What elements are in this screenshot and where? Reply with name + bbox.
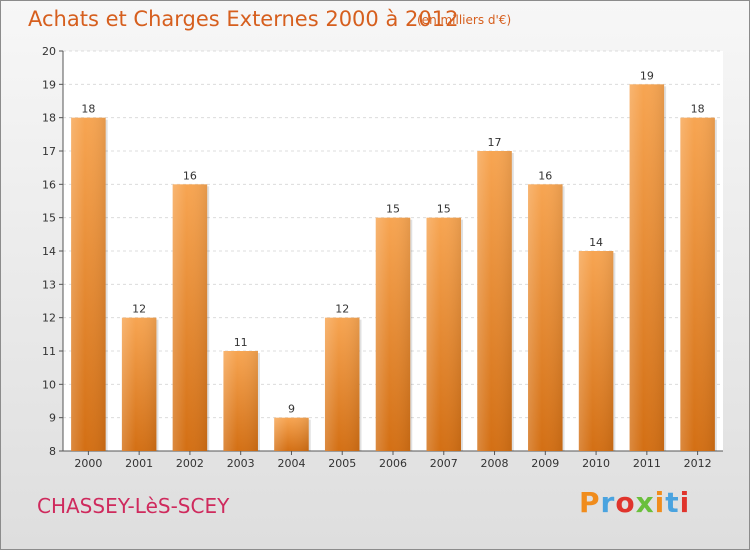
y-tick-label: 17: [42, 145, 56, 158]
bar-value-label: 12: [335, 303, 349, 316]
x-tick-label: 2000: [74, 457, 102, 470]
proxiti-logo: Proxiti: [579, 486, 690, 519]
x-tick-label: 2004: [277, 457, 305, 470]
bar-value-label: 14: [589, 236, 603, 249]
x-tick-label: 2008: [481, 457, 509, 470]
bar-value-label: 17: [488, 136, 502, 149]
y-tick-label: 12: [42, 312, 56, 325]
bar-highlight: [71, 117, 106, 452]
bar-value-label: 15: [437, 203, 451, 216]
bar-value-label: 18: [81, 103, 95, 116]
bar-highlight: [528, 184, 563, 452]
y-tick-label: 11: [42, 345, 56, 358]
logo-letter: r: [600, 486, 616, 519]
bar-value-label: 16: [183, 169, 197, 182]
y-tick-label: 19: [42, 78, 56, 91]
bar-value-label: 12: [132, 303, 146, 316]
logo-letter: x: [635, 486, 655, 519]
x-tick-label: 2009: [531, 457, 559, 470]
bar-highlight: [629, 84, 665, 451]
chart-title: Achats et Charges Externes 2000 à 2012: [28, 7, 459, 31]
chart-unit: (en milliers d'€): [417, 13, 512, 27]
logo-letter: i: [679, 486, 691, 519]
y-tick-label: 8: [49, 445, 56, 458]
x-tick-label: 2011: [633, 457, 661, 470]
x-tick-label: 2010: [582, 457, 610, 470]
x-tick-label: 2012: [684, 457, 712, 470]
town-name: CHASSEY-LèS-SCEY: [37, 494, 230, 518]
bar-highlight: [578, 251, 614, 451]
bar-highlight: [274, 417, 309, 451]
y-tick-label: 20: [42, 45, 56, 58]
bar-highlight: [223, 351, 258, 451]
y-tick-label: 13: [42, 278, 56, 291]
x-tick-label: 2001: [125, 457, 153, 470]
bar-value-label: 16: [538, 169, 552, 182]
x-tick-label: 2005: [328, 457, 356, 470]
bar-value-label: 15: [386, 203, 400, 216]
logo-letter: P: [579, 486, 601, 519]
logo-letter: i: [654, 486, 666, 519]
y-tick-label: 14: [42, 245, 56, 258]
bar-highlight: [121, 317, 157, 451]
y-tick-label: 9: [49, 412, 56, 425]
x-tick-label: 2007: [430, 457, 458, 470]
logo-letter: o: [615, 486, 636, 519]
x-tick-label: 2002: [176, 457, 204, 470]
logo-letter: t: [665, 486, 680, 519]
bar-highlight: [172, 184, 208, 452]
bar-highlight: [324, 317, 360, 451]
bar-highlight: [426, 217, 462, 451]
bar-value-label: 19: [640, 69, 654, 82]
x-tick-label: 2003: [227, 457, 255, 470]
bar-highlight: [477, 151, 512, 451]
y-tick-label: 16: [42, 178, 56, 191]
y-tick-label: 18: [42, 112, 56, 125]
bar-highlight: [680, 117, 715, 452]
bar-value-label: 9: [288, 403, 295, 416]
bar-value-label: 11: [234, 336, 248, 349]
y-tick-label: 10: [42, 378, 56, 391]
y-tick-label: 15: [42, 212, 56, 225]
bar-value-label: 18: [691, 103, 705, 116]
bar-highlight: [375, 217, 411, 451]
x-tick-label: 2006: [379, 457, 407, 470]
